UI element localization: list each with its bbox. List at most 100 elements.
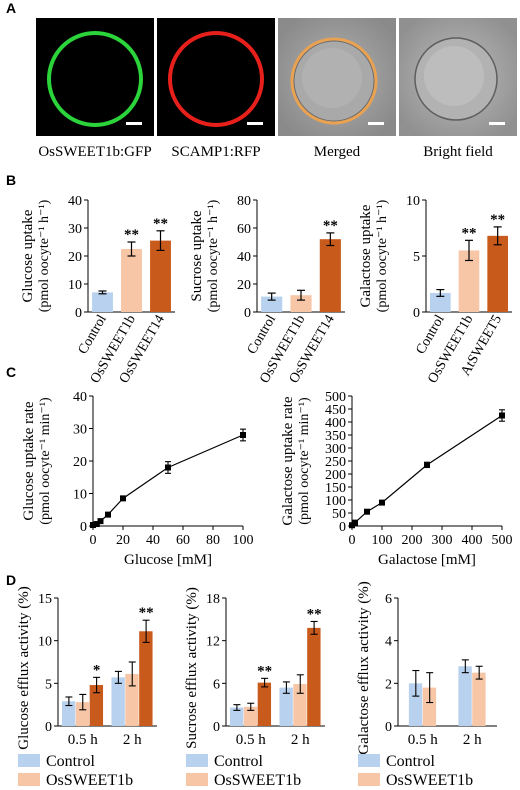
category-label: 0.5 h bbox=[236, 732, 267, 748]
y-tick-label: 500 bbox=[325, 390, 346, 405]
x-tick-label: 100 bbox=[233, 533, 254, 548]
scale-bar bbox=[368, 122, 384, 125]
data-point bbox=[93, 521, 100, 528]
bar bbox=[307, 627, 321, 726]
y-tick-label: 40 bbox=[68, 194, 82, 209]
panel-label-a: A bbox=[6, 0, 17, 16]
bar bbox=[261, 296, 283, 312]
bright-field-micrograph bbox=[399, 18, 517, 136]
legend-swatch bbox=[186, 754, 208, 767]
y-tick-label: 300 bbox=[325, 442, 346, 457]
significance-mark: ** bbox=[124, 227, 139, 243]
y-tick-label: 0 bbox=[385, 720, 392, 735]
bar bbox=[422, 687, 437, 726]
scale-bar bbox=[489, 122, 505, 125]
y-tick-label: 10 bbox=[73, 488, 87, 503]
y-tick-label: 250 bbox=[325, 455, 346, 470]
caption-merged: Merged bbox=[313, 144, 361, 160]
data-point bbox=[364, 508, 370, 515]
bar bbox=[150, 240, 171, 312]
y-tick-label: 15 bbox=[38, 592, 52, 607]
x-tick-label: 0 bbox=[90, 533, 97, 548]
fit-curve bbox=[351, 414, 503, 526]
legend-swatch bbox=[18, 754, 40, 767]
y-axis-label: Glucose efflux activity (%) bbox=[16, 586, 32, 749]
bar bbox=[125, 673, 139, 726]
y-tick-label: 0 bbox=[75, 306, 82, 321]
data-point bbox=[352, 519, 358, 526]
legend-label: Control bbox=[214, 753, 263, 770]
bar bbox=[290, 295, 312, 312]
significance-mark: ** bbox=[307, 606, 322, 622]
y-tick-label: 4 bbox=[385, 635, 392, 650]
panel-label-d: D bbox=[6, 572, 17, 588]
y-tick-label: 10 bbox=[68, 278, 82, 293]
y-tick-label: 150 bbox=[325, 481, 346, 496]
y-axis-label: Galactose uptake bbox=[358, 204, 374, 307]
y-tick-label: 10 bbox=[406, 194, 420, 209]
scale-bar bbox=[126, 122, 142, 125]
y-tick-label: 0 bbox=[244, 306, 251, 321]
data-point bbox=[379, 499, 385, 506]
category-label: 0.5 h bbox=[68, 732, 99, 748]
bar bbox=[61, 701, 76, 726]
bar bbox=[111, 677, 125, 726]
y-tick-label: 12 bbox=[206, 635, 220, 650]
panel-label-b: B bbox=[6, 172, 17, 188]
y-axis-label: Sucrose uptake bbox=[189, 210, 205, 302]
caption-gfp: OsSWEET1b:GFP bbox=[38, 144, 152, 160]
category-label: 2 h bbox=[123, 732, 142, 748]
legend-swatch bbox=[186, 773, 208, 786]
y-tick-label: 20 bbox=[237, 278, 251, 293]
x-tick-label: 500 bbox=[492, 533, 513, 548]
data-point bbox=[424, 461, 430, 468]
bar bbox=[257, 682, 272, 726]
y-tick-label: 6 bbox=[385, 592, 392, 607]
data-point bbox=[97, 518, 104, 525]
significance-mark: ** bbox=[139, 605, 154, 621]
scale-bar bbox=[247, 122, 263, 125]
y-axis-label-units: (pmol oocyte⁻¹ h⁻¹) bbox=[37, 199, 52, 312]
category-label: 2 h bbox=[291, 732, 310, 748]
y-tick-label: 2 bbox=[385, 677, 392, 692]
x-tick-label: 20 bbox=[116, 533, 130, 548]
y-axis-label-units: (pmol oocyte⁻¹ min⁻¹) bbox=[297, 397, 312, 525]
significance-mark: ** bbox=[257, 663, 272, 679]
y-tick-label: 18 bbox=[206, 592, 220, 607]
y-tick-label: 20 bbox=[68, 250, 82, 265]
y-axis-label-units: (pmol oocyte⁻¹ h⁻¹) bbox=[206, 199, 221, 312]
y-tick-label: 40 bbox=[237, 250, 251, 265]
caption-bright-field: Bright field bbox=[423, 144, 493, 160]
significance-mark: ** bbox=[323, 218, 338, 234]
bar bbox=[229, 707, 244, 726]
y-tick-label: 50 bbox=[332, 507, 346, 522]
legend-label: OsSWEET1b bbox=[46, 772, 133, 789]
y-tick-label: 350 bbox=[325, 429, 346, 444]
significance-mark: ** bbox=[462, 225, 477, 241]
y-tick-label: 100 bbox=[325, 494, 346, 509]
bar bbox=[293, 684, 307, 726]
bar bbox=[487, 235, 508, 312]
y-tick-label: 10 bbox=[38, 635, 52, 650]
data-point bbox=[120, 495, 126, 502]
category-label: 2 h bbox=[463, 732, 482, 748]
data-point bbox=[240, 432, 246, 438]
category-label: 0.5 h bbox=[408, 732, 439, 748]
bar bbox=[92, 292, 113, 312]
bar bbox=[89, 685, 104, 726]
y-axis-label: Galactose efflux activity (%) bbox=[356, 581, 372, 754]
bar bbox=[458, 666, 472, 726]
bar bbox=[279, 687, 293, 726]
significance-mark: ** bbox=[490, 212, 505, 228]
significance-mark: ** bbox=[153, 216, 168, 232]
legend-label: OsSWEET1b bbox=[386, 772, 473, 789]
y-tick-label: 0 bbox=[45, 720, 52, 735]
bar bbox=[243, 706, 258, 726]
legend-swatch bbox=[358, 754, 380, 767]
x-axis-label: Glucose [mM] bbox=[124, 552, 212, 568]
bar bbox=[472, 672, 486, 726]
fit-curve bbox=[92, 434, 244, 526]
y-axis-label: Glucose uptake bbox=[20, 209, 36, 302]
x-tick-label: 60 bbox=[176, 533, 190, 548]
